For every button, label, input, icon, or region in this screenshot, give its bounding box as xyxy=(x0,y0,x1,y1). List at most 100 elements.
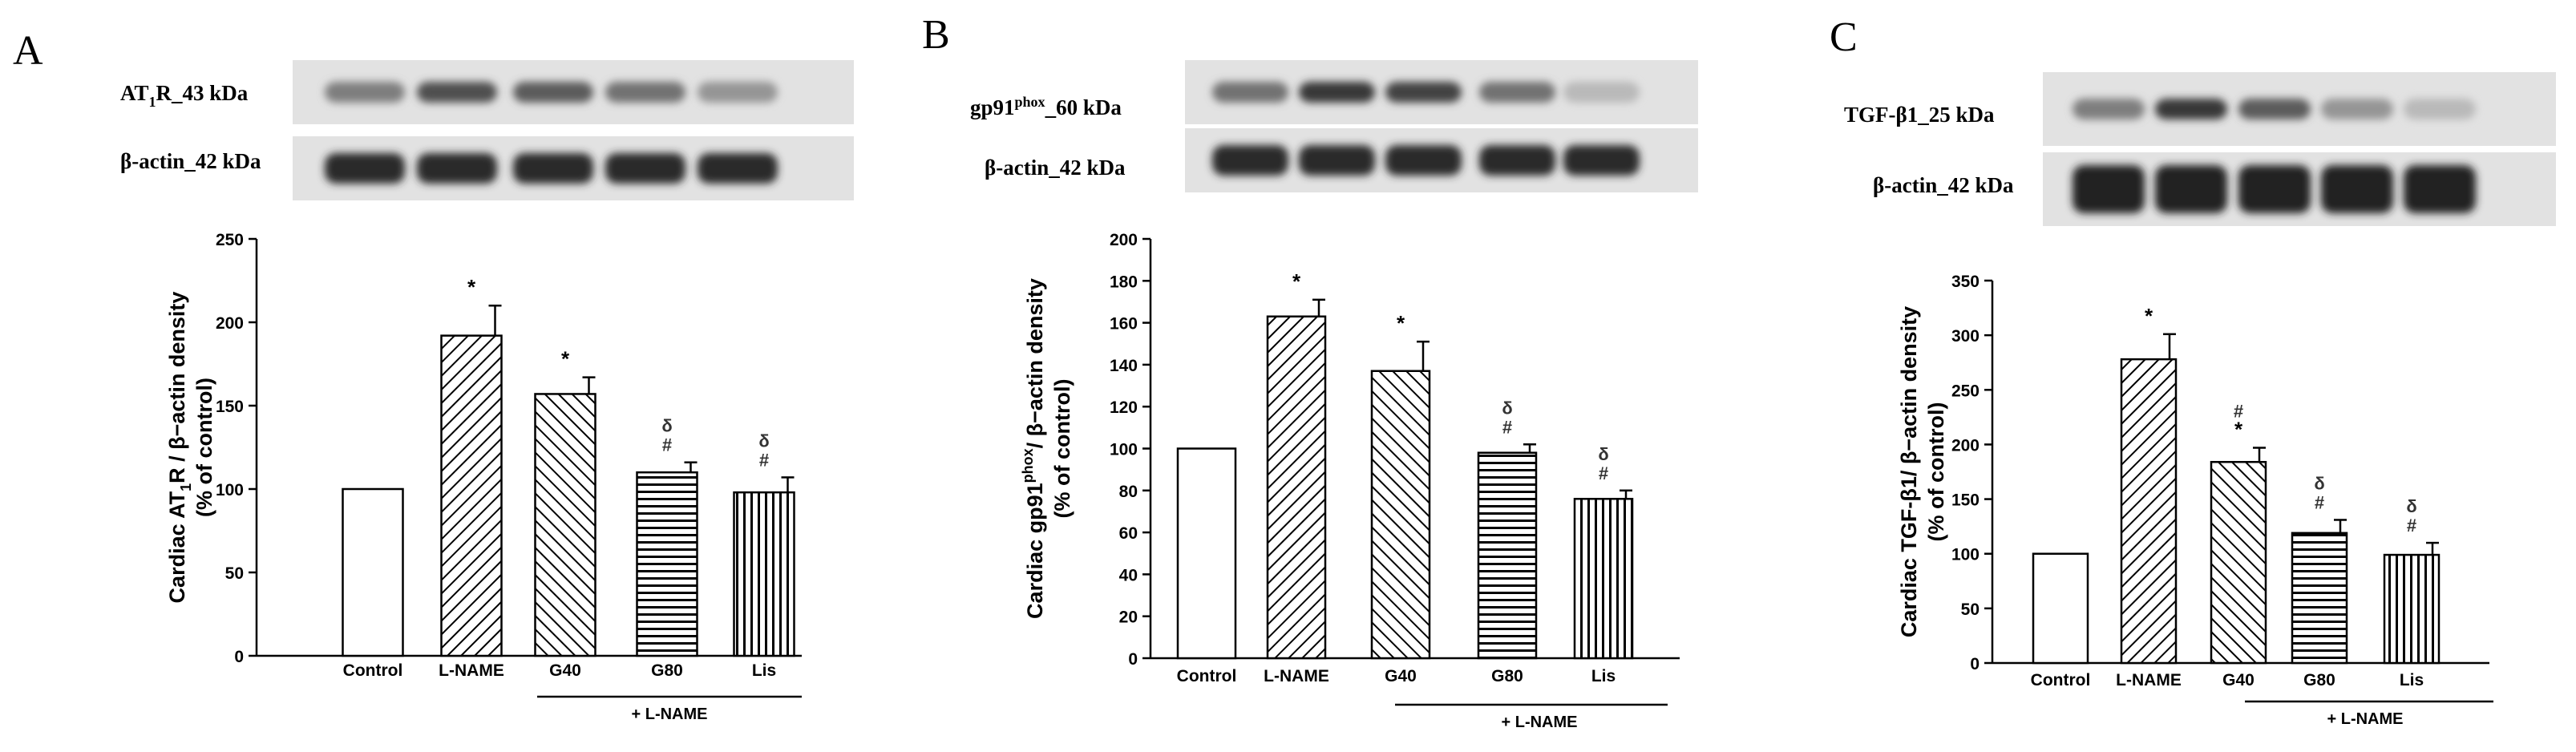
category-label: Lis xyxy=(2400,671,2424,689)
significance-mark: # xyxy=(662,435,672,455)
y-tick-label: 100 xyxy=(216,481,244,499)
western-blot-image xyxy=(1185,60,1698,192)
panel-letter: B xyxy=(922,12,950,58)
significance-mark: δ xyxy=(2406,496,2416,516)
blot-band xyxy=(1479,82,1555,103)
y-axis-label: Cardiac TGF-β1/ β−actin density xyxy=(1897,306,1921,637)
category-label: Control xyxy=(1177,667,1237,685)
bar xyxy=(1266,315,1327,660)
blot-band xyxy=(2404,165,2476,213)
blot-band xyxy=(2073,99,2145,119)
blot-band xyxy=(1563,82,1640,103)
group-label: + L-NAME xyxy=(1502,714,1578,731)
y-axis-label-unit: (% of control) xyxy=(1924,402,1948,542)
blot-band xyxy=(2073,165,2145,213)
blot-band xyxy=(2321,165,2393,213)
significance-mark: * xyxy=(2234,418,2243,442)
blot-band xyxy=(325,82,405,103)
y-tick-label: 0 xyxy=(1970,655,1980,673)
y-axis-label-unit: (% of control) xyxy=(192,378,216,517)
y-tick-label: 350 xyxy=(1951,273,1980,291)
group-label: + L-NAME xyxy=(2327,710,2404,728)
blot-band xyxy=(1385,145,1462,176)
western-blot-image xyxy=(293,60,854,200)
category-label: Control xyxy=(2031,671,2091,689)
blot-band xyxy=(1212,145,1288,176)
blot-band xyxy=(2155,99,2227,119)
significance-mark: δ xyxy=(661,416,672,436)
blot-band xyxy=(513,82,593,103)
y-tick-label: 250 xyxy=(1951,382,1980,400)
y-tick-label: 150 xyxy=(1951,491,1980,510)
category-label: G40 xyxy=(1385,667,1417,685)
blot-label-actin: β-actin_42 kDa xyxy=(1873,173,2014,197)
y-axis-label-unit: (% of control) xyxy=(1050,379,1074,519)
panel-letter: C xyxy=(1830,14,1858,60)
panel-letter: A xyxy=(13,28,43,74)
y-tick-label: 300 xyxy=(1951,327,1980,346)
y-tick-label: 20 xyxy=(1119,608,1138,627)
bar xyxy=(534,393,596,657)
category-label: Lis xyxy=(1591,667,1616,685)
significance-mark: # xyxy=(2234,402,2243,422)
category-label: L-NAME xyxy=(439,661,504,680)
group-label: + L-NAME xyxy=(632,706,708,723)
blot-label-tgfb1: TGF-β1_25 kDa xyxy=(1844,103,1995,127)
significance-mark: * xyxy=(467,275,476,299)
category-label: Lis xyxy=(752,661,776,680)
bar xyxy=(1370,370,1431,660)
y-axis-label: Cardiac gp91phox/ β−actin density xyxy=(1020,278,1047,619)
bar-chart: 0 20 40 60 80 100 120 140 160 180 200 Control * L-NAM… xyxy=(1020,231,1680,731)
y-tick-label: 0 xyxy=(234,648,244,666)
blot-band xyxy=(1299,145,1375,176)
blot-label-at1r: AT1R_43 kDa xyxy=(120,81,249,110)
significance-mark: # xyxy=(759,450,769,470)
panel-b: B gp91phox_60 kDa β-actin_42 kDa 0 20 40 60… xyxy=(922,12,1698,731)
panel-a: A AT1R_43 kDa β-actin_42 kDa 0 50 100 150 20… xyxy=(13,28,854,723)
blot-label-actin: β-actin_42 kDa xyxy=(985,156,1126,180)
blot-band xyxy=(1563,145,1640,176)
bar xyxy=(1176,447,1237,660)
significance-mark: # xyxy=(2315,492,2324,512)
y-tick-label: 200 xyxy=(216,314,244,333)
blot-label-actin: β-actin_42 kDa xyxy=(120,149,261,173)
y-tick-label: 160 xyxy=(1110,315,1138,334)
bar xyxy=(2383,553,2441,665)
blot-band xyxy=(605,82,685,103)
category-label: G40 xyxy=(549,661,581,680)
y-tick-label: 180 xyxy=(1110,273,1138,291)
blot-band xyxy=(325,153,405,184)
blot-band xyxy=(698,82,778,103)
blot-band xyxy=(2321,99,2393,119)
bar xyxy=(2210,460,2267,665)
bar xyxy=(733,491,795,657)
y-tick-label: 100 xyxy=(1951,546,1980,564)
y-tick-label: 140 xyxy=(1110,357,1138,375)
blot-band xyxy=(605,153,685,184)
blot-band xyxy=(2238,165,2311,213)
category-label: L-NAME xyxy=(2116,671,2182,689)
significance-mark: * xyxy=(561,347,570,371)
significance-mark: # xyxy=(2407,515,2416,536)
significance-mark: δ xyxy=(1598,444,1608,464)
y-tick-label: 80 xyxy=(1119,483,1138,501)
category-label: L-NAME xyxy=(1264,667,1329,685)
bar xyxy=(342,487,404,657)
significance-mark: * xyxy=(2145,304,2153,328)
blot-band xyxy=(417,82,497,103)
y-tick-label: 120 xyxy=(1110,398,1138,417)
y-tick-label: 100 xyxy=(1110,441,1138,459)
y-tick-label: 50 xyxy=(1961,600,1980,619)
significance-mark: δ xyxy=(758,431,769,451)
blot-band xyxy=(1299,82,1375,103)
y-tick-label: 60 xyxy=(1119,524,1138,543)
y-tick-label: 250 xyxy=(216,231,244,249)
y-tick-label: 200 xyxy=(1951,436,1980,455)
blot-label-gp91: gp91phox_60 kDa xyxy=(970,94,1122,119)
y-axis-label: Cardiac AT1R / β−actin density xyxy=(165,292,194,604)
significance-mark: δ xyxy=(1502,398,1512,418)
bar xyxy=(636,471,698,657)
significance-mark: # xyxy=(1599,463,1608,483)
blot-band xyxy=(1479,145,1555,176)
